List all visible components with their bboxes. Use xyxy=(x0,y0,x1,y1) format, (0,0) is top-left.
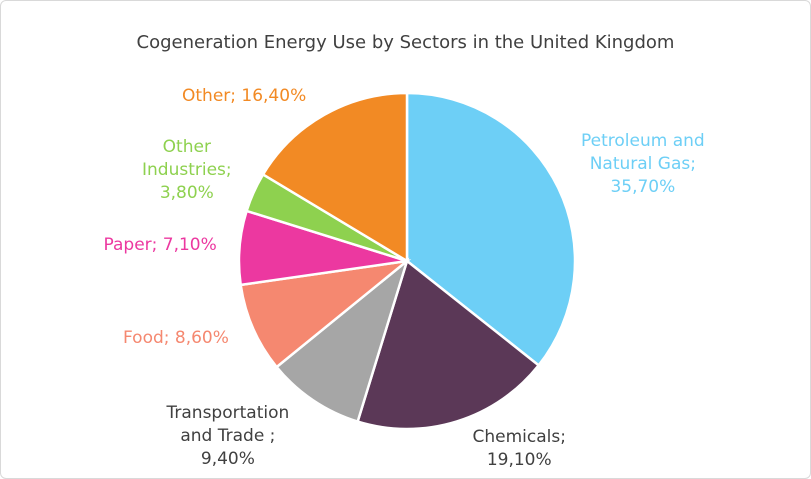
data-label: Food; 8,60% xyxy=(123,327,229,348)
pie-slice-other xyxy=(261,91,409,264)
pie-slice-chemicals xyxy=(356,258,541,431)
data-label: Transportation and Trade ; 9,40% xyxy=(166,402,290,469)
data-label: Paper; 7,10% xyxy=(103,234,217,255)
pie-slice-food xyxy=(239,259,412,369)
pie-slice-petroleum-and-natural-gas xyxy=(405,91,577,368)
data-label: Other Industries; 3,80% xyxy=(142,136,232,203)
pie-slice-transportation-and-trade xyxy=(274,257,410,424)
chart-title: Cogeneration Energy Use by Sectors in th… xyxy=(136,32,675,53)
data-label: Other; 16,40% xyxy=(182,85,307,106)
data-label: Petroleum and Natural Gas; 35,70% xyxy=(581,130,705,197)
data-label: Chemicals; 19,10% xyxy=(472,427,566,470)
